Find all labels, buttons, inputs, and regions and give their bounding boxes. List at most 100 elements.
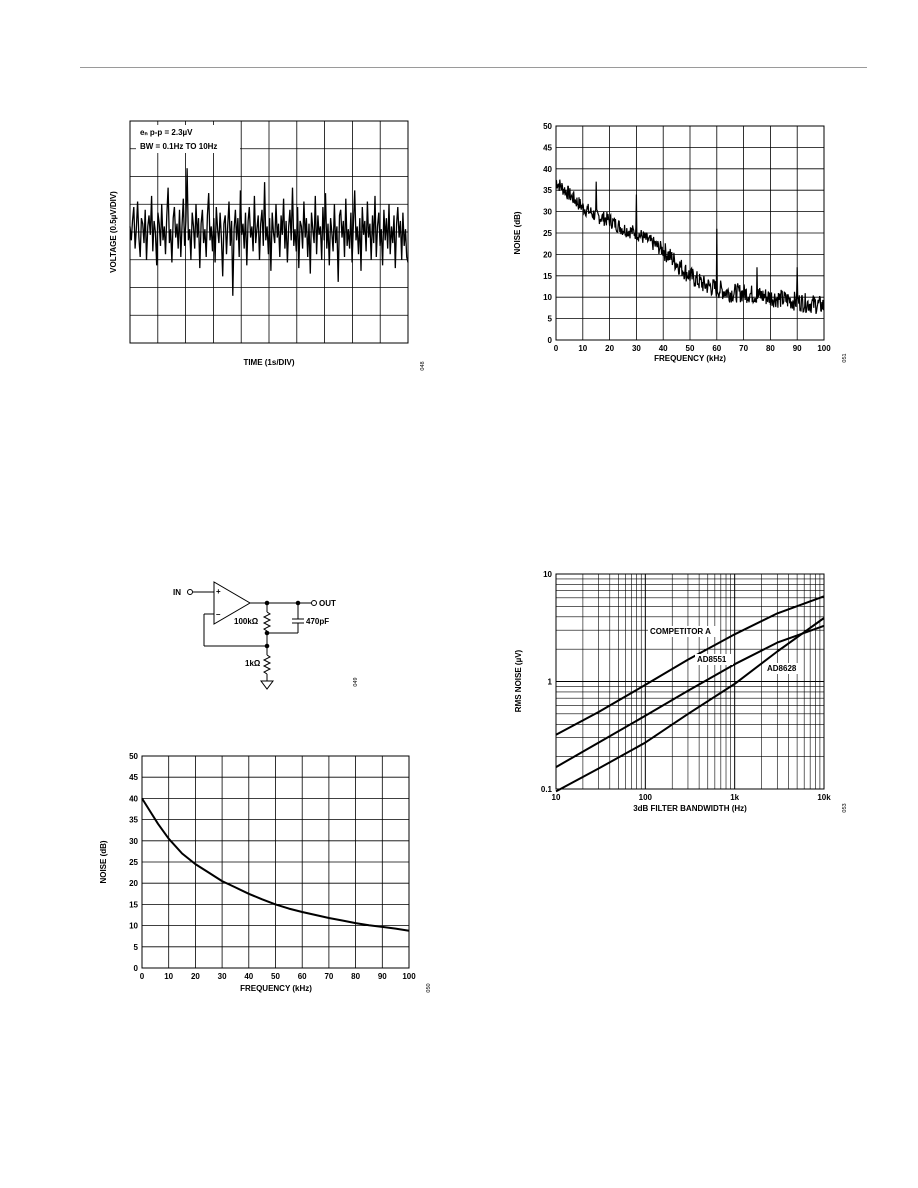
c2-ytick-label: 5 [548, 315, 553, 324]
c2-xtick-label: 50 [686, 344, 695, 353]
c4-series-line-1 [555, 624, 825, 768]
c4-tick-labels: 10 100 1k 10k 0.1 1 10 [541, 570, 831, 802]
c4-x-axis-label: 3dB FILTER BANDWIDTH (Hz) [633, 804, 747, 813]
c3-xtick-label: 30 [218, 972, 227, 981]
c3-tick-labels: 0 10 20 30 40 50 60 70 80 90 100 0 5 10 15 20 25 30 35 40 45… [129, 752, 416, 981]
c2-series [555, 179, 825, 314]
c4-ytick-label: 1 [548, 678, 553, 687]
ground-symbol [260, 680, 274, 690]
c4-figure-number: 053 [842, 803, 848, 812]
c2-y-axis-label: NOISE (dB) [513, 211, 522, 254]
c2-xtick-label: 40 [659, 344, 668, 353]
c2-ytick-label: 0 [548, 336, 553, 345]
c2-ytick-label: 30 [543, 208, 552, 217]
circuit-figure-number: 049 [353, 677, 359, 686]
c3-x-axis-label: FREQUENCY (kHz) [240, 984, 312, 993]
c4-series-label-ad8551: AD8551 [697, 655, 727, 664]
c3-xtick-label: 0 [140, 972, 145, 981]
c4-series-label-ad8628: AD8628 [767, 664, 797, 673]
opamp-plus-label: + [216, 587, 221, 596]
c1-x-axis-label: TIME (1s/DIV) [243, 358, 294, 367]
c4-label-bg-competitor [648, 626, 720, 637]
chart-noise-time: eₙ p-p = 2.3µV BW = 0.1Hz TO 10Hz TIME (… [109, 120, 426, 371]
c3-ytick-label: 25 [129, 858, 138, 867]
opamp-symbol [213, 581, 251, 625]
c3-xtick-label: 50 [271, 972, 280, 981]
c4-y-axis-label: RMS NOISE (µV) [514, 649, 523, 712]
c1-annotation-line2: BW = 0.1Hz TO 10Hz [140, 142, 217, 151]
c2-plot-frame [555, 125, 825, 341]
c3-plot-frame [141, 755, 410, 969]
feedback-resistor [262, 611, 272, 632]
c1-annotation-box [136, 125, 240, 153]
c1-series [129, 168, 409, 296]
header-rule [80, 67, 867, 68]
c3-xtick-label: 10 [164, 972, 173, 981]
c4-ytick-label: 10 [543, 570, 552, 579]
c2-xtick-label: 60 [712, 344, 721, 353]
c2-ytick-label: 20 [543, 250, 552, 259]
c2-ytick-label: 25 [543, 229, 552, 238]
c3-ytick-label: 20 [129, 879, 138, 888]
c3-xtick-label: 60 [298, 972, 307, 981]
c2-xtick-label: 10 [578, 344, 587, 353]
c2-ytick-label: 50 [543, 122, 552, 131]
c2-xtick-label: 20 [605, 344, 614, 353]
c3-ytick-label: 50 [129, 752, 138, 761]
c2-xtick-label: 100 [817, 344, 831, 353]
chart-noise-freq-1: 0 10 20 30 40 50 60 70 80 90 100051015202530354045… [513, 122, 848, 363]
chart-noise-freq-2: 0 10 20 30 40 50 60 70 80 90 100 0 5 10 15 20 25 30 35 40 45… [99, 752, 432, 993]
c2-figure-number: 051 [842, 353, 848, 362]
c2-xtick-label: 0 [554, 344, 559, 353]
c3-y-axis-label: NOISE (dB) [99, 840, 108, 883]
c3-xtick-label: 90 [378, 972, 387, 981]
c2-xtick-label: 30 [632, 344, 641, 353]
circuit-labels: IN OUT + – 100kΩ 470pF 1kΩ 049 [173, 587, 359, 687]
c3-gridlines [142, 756, 409, 968]
c2-ytick-label: 15 [543, 272, 552, 281]
c3-series [141, 797, 410, 932]
c1-annotation-line1: eₙ p-p = 2.3µV [140, 128, 193, 137]
c4-gridlines [556, 574, 824, 789]
c4-label-bg-ad8551 [695, 654, 733, 665]
capacitor-label: 470pF [306, 617, 329, 626]
c2-ytick-label: 10 [543, 293, 552, 302]
c3-ytick-label: 40 [129, 794, 138, 803]
c3-ytick-label: 5 [134, 943, 139, 952]
c4-xtick-label: 10k [817, 793, 831, 802]
c1-noise-trace [129, 168, 409, 296]
c3-ytick-label: 0 [134, 964, 139, 973]
c1-figure-number: 048 [420, 361, 426, 370]
c2-xtick-label: 70 [739, 344, 748, 353]
c3-noise-curve [141, 797, 410, 932]
c3-ytick-label: 30 [129, 837, 138, 846]
c3-ytick-label: 10 [129, 922, 138, 931]
c3-xtick-label: 80 [351, 972, 360, 981]
ground-resistor-label: 1kΩ [245, 659, 261, 668]
c3-ytick-label: 15 [129, 900, 138, 909]
c3-ytick-label: 45 [129, 773, 138, 782]
c2-noise-spectrum [555, 179, 825, 314]
c2-xtick-label: 90 [793, 344, 802, 353]
c4-ytick-label: 0.1 [541, 785, 553, 794]
c2-xtick-label: 80 [766, 344, 775, 353]
ground-resistor [262, 654, 272, 675]
opamp-minus-label: – [216, 610, 221, 619]
c2-x-axis-label: FREQUENCY (kHz) [654, 354, 726, 363]
c1-y-axis-label: VOLTAGE (0.5µV/DIV) [109, 191, 118, 273]
c2-ytick-label: 45 [543, 143, 552, 152]
c3-xtick-label: 70 [324, 972, 333, 981]
c4-series-label-competitor: COMPETITOR A [650, 627, 711, 636]
c3-xtick-label: 100 [402, 972, 416, 981]
circuit-schematic [187, 581, 317, 690]
c2-gridlines [556, 126, 824, 340]
c4-xtick-label: 10 [552, 793, 561, 802]
circuit-out-terminal [311, 600, 317, 606]
feedback-resistor-label: 100kΩ [234, 617, 259, 626]
c3-xtick-label: 20 [191, 972, 200, 981]
c4-xtick-label: 1k [730, 793, 739, 802]
c4-plot-frame [555, 573, 825, 790]
c4-series [555, 595, 825, 793]
circuit-out-label: OUT [319, 599, 336, 608]
